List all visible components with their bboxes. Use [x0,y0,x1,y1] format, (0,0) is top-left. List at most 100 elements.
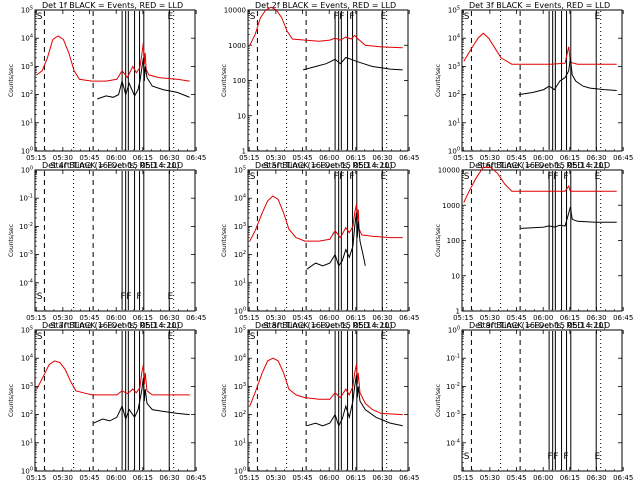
events-series-line [520,206,617,229]
x-tick-label: 06:30 [159,474,179,480]
x-tick-label: 05:15 [239,154,259,162]
x-tick-label: 06:00 [106,314,126,322]
y-tick-label: 10-2 [19,222,33,231]
y-tick-label: 105 [21,326,33,335]
plot-frame [34,169,196,312]
event-marker-label: S [464,172,470,182]
x-tick-label: 06:30 [586,314,606,322]
event-marker-label: F [120,292,125,302]
x-tick-label: 06:00 [319,154,339,162]
lld-series-line [36,360,190,396]
panel-det-8: Det 8f BLACK = Events, RED = LLD 100 101 10… [221,321,419,480]
x-tick-label: 05:45 [506,474,526,480]
panel-det-5: Det 5f BLACK = Events, RED = LLD 100 101 10… [221,161,419,330]
event-marker-label: S [250,12,256,22]
event-marker-label: S [37,12,43,22]
x-tick-label: 06:15 [560,314,580,322]
y-tick-label: 10-1 [446,354,460,363]
plot-frame [247,169,409,312]
x-tick-label: 05:30 [480,474,500,480]
panel-title: Det 5f BLACK = Events, RED = LLD [255,161,396,170]
x-tick-label: 06:15 [133,314,153,322]
x-tick-label: 06:30 [159,154,179,162]
y-tick-label: 10-3 [446,410,460,419]
x-axis-label: Start Time (16-Oct-15 05:14:20) [50,161,179,170]
x-tick-label: 06:45 [399,474,419,480]
x-tick-label: 06:15 [346,474,366,480]
y-axis-label: Counts/sec [221,224,228,257]
x-tick-label: 06:45 [613,154,633,162]
panel-title: Det 2f BLACK = Events, RED = LLD [255,1,396,10]
x-tick-label: 05:30 [53,314,73,322]
event-marker-label: F [126,292,131,302]
event-marker-label: S [464,12,470,22]
y-tick-label: 105 [234,326,246,335]
x-tick-label: 05:45 [79,154,99,162]
x-axis-label: Start Time (16-Oct-15 05:14:20) [477,321,606,330]
x-tick-label: 06:00 [319,314,339,322]
y-tick-label: 102 [448,90,460,99]
event-marker-label: F [333,172,338,182]
y-tick-label: 10-2 [446,382,460,391]
x-tick-label: 06:45 [186,154,206,162]
y-tick-label: 102 [234,410,246,419]
event-marker-label: E [594,452,600,462]
y-tick-label: 100 [21,467,33,476]
event-marker-label: F [339,172,344,182]
x-tick-label: 06:00 [533,474,553,480]
x-tick-label: 06:45 [399,314,419,322]
x-tick-label: 05:45 [506,314,526,322]
x-tick-label: 05:15 [26,314,46,322]
y-tick-label: 100 [234,307,246,316]
y-tick-label: 10-4 [19,278,33,287]
x-tick-label: 06:45 [613,314,633,322]
x-tick-label: 05:45 [79,474,99,480]
y-axis-label: Counts/sec [221,64,228,97]
y-tick-label: 102 [234,250,246,259]
plot-frame [34,9,196,152]
y-tick-label: 105 [234,166,246,175]
y-tick-label: 100 [21,147,33,156]
panel-title: Det 3f BLACK = Events, RED = LLD [469,1,610,10]
y-tick-label: 10000 [224,7,246,15]
x-tick-label: 06:30 [372,474,392,480]
x-tick-label: 05:45 [292,154,312,162]
panel-det-9: Det 9f BLACK = Events, RED = LLD 100 10-1 1… [435,321,633,480]
event-marker-label: E [167,12,173,22]
event-marker-label: E [594,172,600,182]
x-tick-label: 06:15 [560,154,580,162]
panel-title: Det 9f BLACK = Events, RED = LLD [469,321,610,330]
panel-det-7: Det 7f BLACK = Events, RED = LLD 100 101 10… [8,321,206,480]
y-tick-label: 100 [448,326,460,335]
x-tick-label: 05:15 [453,314,473,322]
x-tick-label: 06:15 [560,474,580,480]
lld-series-line [249,6,403,49]
events-series-line [93,377,190,424]
events-series-line [97,57,190,100]
y-tick-label: 104 [234,354,246,363]
panel-title: Det 8f BLACK = Events, RED = LLD [255,321,396,330]
x-tick-label: 06:00 [533,314,553,322]
lld-series-line [249,195,403,242]
y-axis-label: Counts/sec [435,224,442,257]
y-tick-label: 101 [234,278,246,287]
x-tick-label: 06:30 [372,154,392,162]
y-tick-label: 1000 [228,42,246,50]
events-series-line [518,57,617,96]
x-tick-label: 05:15 [453,474,473,480]
x-tick-label: 06:45 [186,474,206,480]
y-tick-label: 10000 [438,167,460,175]
x-tick-label: 06:45 [399,154,419,162]
event-marker-label: E [594,12,600,22]
plot-frame [247,329,409,472]
y-tick-label: 100 [21,166,33,175]
x-tick-label: 06:30 [586,154,606,162]
y-tick-label: 100 [233,77,246,85]
y-tick-label: 103 [234,222,246,231]
event-marker-label: F [563,452,568,462]
event-marker-label: F [547,452,552,462]
panel-det-4: Det 4f BLACK = Events, RED = LLD 100 10-1 1… [8,161,206,330]
y-tick-label: 101 [448,118,460,127]
y-axis-label: Counts/sec [8,224,15,257]
